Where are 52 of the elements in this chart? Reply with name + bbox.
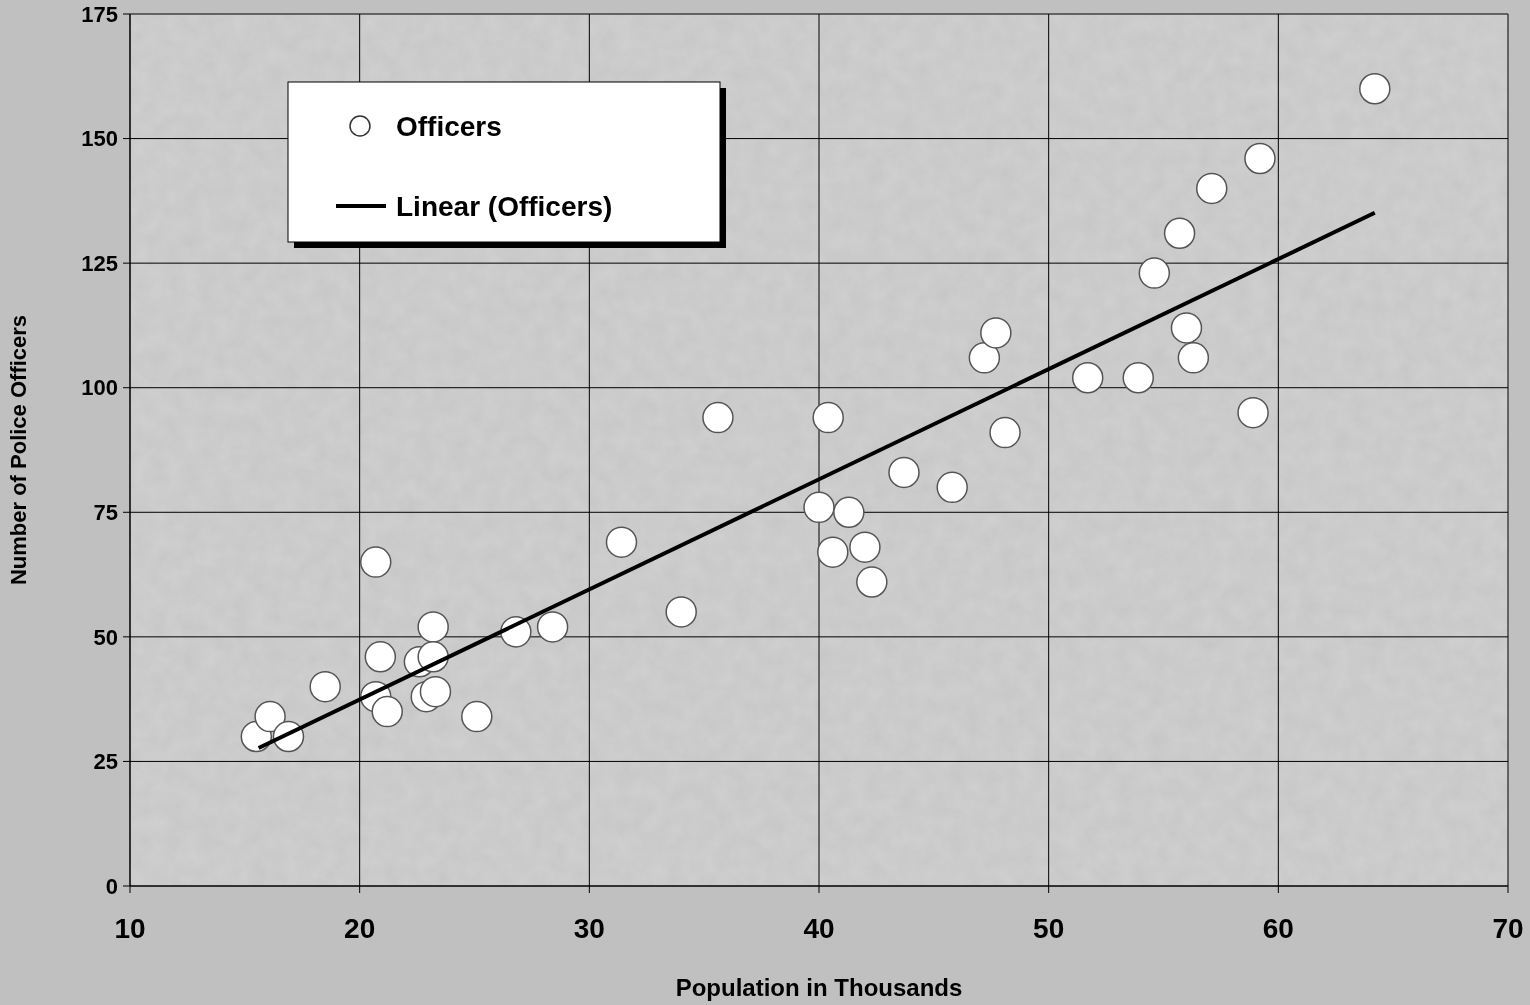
point <box>888 456 920 489</box>
point <box>1138 257 1171 289</box>
point <box>364 641 397 673</box>
point <box>702 401 734 434</box>
point <box>1237 396 1269 429</box>
point <box>803 491 835 524</box>
y-axis-title: Number of Police Officers <box>6 314 31 586</box>
legend-label: Officers <box>396 110 502 142</box>
point <box>856 566 888 598</box>
y-tick-label: 0 <box>105 873 118 899</box>
point <box>417 611 449 643</box>
point <box>1071 362 1104 394</box>
x-tick-label: 20 <box>344 913 376 944</box>
x-tick-label: 50 <box>1033 913 1065 944</box>
point <box>536 611 569 643</box>
x-tick-label: 70 <box>1492 913 1524 944</box>
y-tick-label: 50 <box>93 624 118 650</box>
point <box>1163 217 1196 249</box>
y-tick-label: 75 <box>93 499 118 525</box>
x-tick-label: 60 <box>1262 913 1294 944</box>
point <box>371 695 403 728</box>
point <box>989 416 1021 449</box>
y-tick-label: 125 <box>81 250 118 276</box>
y-tick-label: 150 <box>81 126 118 152</box>
point <box>849 531 881 563</box>
point <box>1170 312 1203 344</box>
x-axis-title: Population in Thousands <box>675 974 963 1001</box>
point <box>936 471 968 504</box>
point <box>1244 142 1276 175</box>
point <box>968 342 1001 374</box>
point <box>1177 342 1210 374</box>
point <box>980 317 1012 349</box>
point <box>1122 362 1154 394</box>
point <box>419 675 452 708</box>
point <box>665 596 697 628</box>
point <box>605 526 638 558</box>
point <box>309 670 341 703</box>
point <box>254 700 286 733</box>
point <box>812 401 844 434</box>
point <box>833 496 865 529</box>
legend-label: Linear (Officers) <box>396 190 613 222</box>
point <box>817 536 849 568</box>
point <box>461 700 493 733</box>
point <box>1195 172 1228 205</box>
y-tick-label: 25 <box>93 749 118 775</box>
x-tick-label: 40 <box>803 913 835 944</box>
point <box>359 546 392 578</box>
x-tick-label: 30 <box>573 913 605 944</box>
y-tick-label: 100 <box>81 375 118 401</box>
x-tick-label: 10 <box>114 913 146 944</box>
y-tick-label: 175 <box>81 1 118 27</box>
point <box>1359 73 1391 105</box>
